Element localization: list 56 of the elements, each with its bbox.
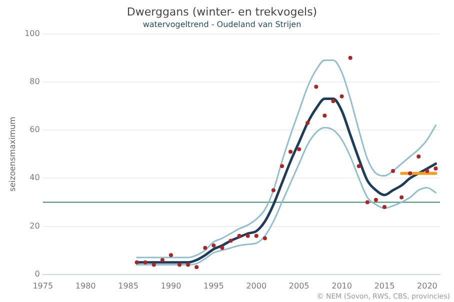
- point: [348, 56, 352, 60]
- point: [262, 236, 267, 240]
- point: [400, 195, 404, 200]
- point: [254, 234, 258, 238]
- point: [237, 234, 242, 238]
- point: [246, 234, 250, 238]
- point: [134, 260, 139, 264]
- y-tick-label: 60: [30, 125, 40, 134]
- point: [374, 198, 378, 202]
- point: [271, 188, 276, 192]
- x-tick-label: 1995: [204, 281, 224, 290]
- line-series: [136, 126, 436, 266]
- point: [212, 244, 216, 248]
- point: [168, 253, 173, 258]
- chart-title: Dwerggans (winter- en trekvogels): [126, 5, 318, 18]
- point: [365, 200, 370, 204]
- point: [408, 171, 412, 176]
- point: [306, 120, 310, 125]
- point: [186, 262, 190, 267]
- point: [297, 147, 302, 152]
- point: [152, 262, 156, 267]
- x-tick-label: 2015: [374, 281, 395, 290]
- point: [356, 164, 361, 168]
- point: [160, 258, 164, 262]
- point: [178, 262, 182, 267]
- y-axis-title: seizoensmaximum: [8, 116, 17, 192]
- x-tick-label: 1985: [118, 281, 138, 290]
- x-tick-label: 2020: [417, 281, 438, 290]
- point: [203, 246, 208, 250]
- x-tick-label: 1975: [32, 281, 54, 290]
- point: [143, 260, 148, 264]
- y-tick-label: 40: [30, 173, 40, 182]
- point: [228, 238, 233, 243]
- point: [280, 164, 284, 168]
- point: [391, 168, 396, 173]
- x-tick-label: 1990: [160, 281, 182, 290]
- point: [194, 265, 199, 270]
- point: [322, 114, 327, 118]
- x-tick-label: 2005: [288, 281, 310, 290]
- y-tick-label: 100: [24, 28, 40, 38]
- x-tick-label: 2010: [332, 281, 352, 290]
- point: [434, 166, 438, 171]
- point: [331, 99, 336, 104]
- x-tick-label: 1980: [75, 281, 96, 290]
- point: [382, 205, 386, 210]
- y-tick-label: 20: [30, 221, 40, 230]
- point: [220, 246, 224, 250]
- point: [288, 150, 293, 154]
- point: [314, 84, 318, 89]
- point: [340, 94, 344, 98]
- y-tick-label: 80: [30, 77, 40, 86]
- y-tick-label: 0: [34, 269, 40, 278]
- x-tick-label: 2000: [246, 281, 267, 290]
- chart-subtitle: watervogeltrend - Oudeland van Strijen: [142, 20, 302, 30]
- point: [425, 168, 430, 173]
- point: [416, 154, 421, 159]
